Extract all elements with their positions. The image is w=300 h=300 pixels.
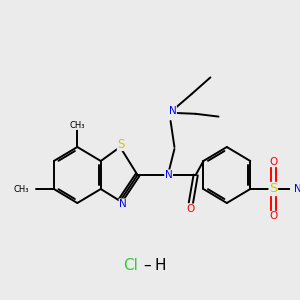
Text: Cl: Cl [123, 257, 138, 272]
Text: O: O [269, 212, 278, 221]
Text: N: N [169, 106, 176, 116]
Text: –: – [143, 257, 151, 272]
Text: S: S [269, 182, 278, 196]
Text: N: N [165, 170, 172, 180]
Text: S: S [117, 137, 125, 151]
Text: N: N [119, 199, 127, 209]
Text: CH₃: CH₃ [13, 184, 29, 194]
Text: CH₃: CH₃ [70, 121, 85, 130]
Text: O: O [269, 157, 278, 166]
Text: N: N [294, 184, 300, 194]
Text: O: O [187, 204, 195, 214]
Text: H: H [155, 257, 166, 272]
